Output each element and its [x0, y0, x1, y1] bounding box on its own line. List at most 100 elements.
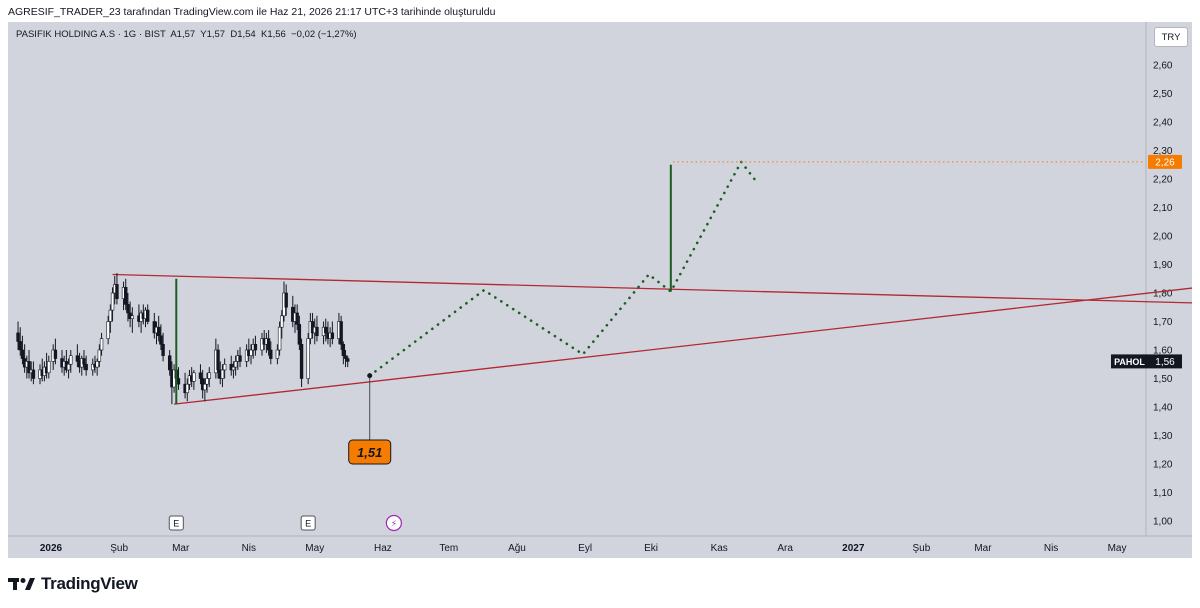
- candle-body: [299, 343, 304, 379]
- target-price-label-bg: [1148, 154, 1182, 169]
- y-tick-label: 2,60: [1153, 61, 1173, 72]
- candle-body: [284, 292, 288, 308]
- earnings-icon: E: [173, 519, 179, 529]
- candle-body: [75, 355, 80, 362]
- current-price-label-bg: [1148, 354, 1182, 369]
- annotation-box: [348, 439, 392, 465]
- y-tick-label: 1,50: [1153, 374, 1173, 385]
- candle-body: [108, 309, 113, 322]
- current-price-label: 1,56: [1155, 357, 1175, 368]
- candle-body: [27, 361, 31, 374]
- candle-body: [269, 349, 273, 359]
- candle-body: [339, 321, 343, 345]
- candle-body: [124, 286, 128, 305]
- annotation-anchor: [367, 373, 373, 379]
- x-tick-label: Şub: [110, 543, 128, 554]
- candle-body: [216, 349, 220, 371]
- earnings-icon: E: [305, 519, 311, 529]
- y-tick-label: 2,30: [1153, 146, 1173, 157]
- candle-body: [115, 284, 119, 300]
- attribution-text: AGRESIF_TRADER_23 tarafından TradingView…: [8, 6, 496, 18]
- symbol-info: PASIFIK HOLDING A.S · 1G · BIST A1,57 Y1…: [16, 29, 357, 40]
- projection-path: [368, 159, 756, 377]
- brand-name: TradingView: [41, 574, 138, 593]
- candle-body: [161, 343, 165, 356]
- candle-body: [18, 341, 22, 351]
- y-tick-label: 2,40: [1153, 118, 1173, 129]
- x-tick-label: 2026: [40, 543, 63, 554]
- y-tick-label: 2,50: [1153, 89, 1173, 100]
- candle-body: [47, 361, 51, 374]
- candle-body: [53, 349, 58, 359]
- candle-body: [31, 369, 36, 379]
- x-tick-label: Ara: [777, 543, 793, 554]
- earnings-icon-bg: [300, 515, 316, 531]
- candle-body: [249, 349, 253, 356]
- candle-body: [198, 372, 203, 379]
- candle-body: [343, 355, 348, 359]
- candle-body: [167, 355, 172, 371]
- symbol-tag-bg: [1111, 354, 1148, 369]
- annotation-label: 1,51: [357, 445, 382, 460]
- candle-body: [97, 349, 102, 362]
- candle-body: [157, 326, 161, 337]
- x-tick-label: Kas: [711, 543, 728, 554]
- trendline-lower-support: [174, 287, 1192, 405]
- y-tick-label: 1,60: [1153, 346, 1173, 357]
- y-tick-label: 2,00: [1153, 232, 1173, 243]
- candle-body: [306, 338, 310, 379]
- tradingview-logo[interactable]: TradingView: [8, 574, 138, 594]
- trendline-layer: [112, 273, 1192, 405]
- candle-body: [20, 349, 25, 359]
- candle-body: [253, 343, 258, 351]
- candle-body: [66, 363, 71, 371]
- chart-panel[interactable]: 2,60 2,50 2,40 2,30 2,20 2,10 2,00 1,90 1,80 1,70…: [8, 22, 1192, 558]
- candle-body: [84, 363, 88, 371]
- label-layer: 2,26 PAHOL 1,56 1,51 E E ⚡: [168, 154, 1182, 532]
- y-tick-label: 1,20: [1153, 460, 1173, 471]
- y-tick-label: 1,70: [1153, 317, 1173, 328]
- x-tick-label: Mar: [172, 543, 190, 554]
- candle-body: [341, 343, 346, 356]
- candle-layer: [16, 273, 350, 405]
- y-tick-label: 1,00: [1153, 517, 1173, 528]
- candle-body: [315, 326, 319, 337]
- earnings-icon-bg: [168, 515, 184, 531]
- candle-body: [220, 369, 225, 379]
- candle-body: [297, 324, 302, 345]
- dividend-icon: ⚡: [391, 520, 397, 530]
- y-tick-label: 1,90: [1153, 260, 1173, 271]
- candle-body: [130, 315, 135, 319]
- tradingview-logo-icon: [8, 578, 35, 590]
- chart-canvas[interactable]: 2,60 2,50 2,40 2,30 2,20 2,10 2,00 1,90 1,80 1,70…: [8, 22, 1192, 558]
- candle-body: [277, 326, 282, 351]
- x-tick-label: Eyl: [578, 543, 592, 554]
- y-tick-label: 1,40: [1153, 403, 1173, 414]
- x-tick-label: Mar: [974, 543, 992, 554]
- candle-body: [275, 349, 280, 359]
- candle-body: [295, 312, 299, 325]
- candle-body: [238, 355, 242, 362]
- x-tick-label: Tem: [439, 543, 458, 554]
- candle-body: [266, 338, 271, 351]
- target-price-label: 2,26: [1155, 157, 1175, 168]
- x-tick-label: Şub: [913, 543, 931, 554]
- candle-body: [126, 304, 130, 314]
- x-tick-label: Ağu: [508, 543, 526, 554]
- x-tick-label: Eki: [644, 543, 658, 554]
- candle-body: [280, 315, 284, 328]
- y-tick-label: 1,30: [1153, 431, 1173, 442]
- x-tick-label: 2027: [842, 543, 865, 554]
- y-tick-label: 1,80: [1153, 289, 1173, 300]
- candle-body: [69, 355, 73, 365]
- y-tick-label: 2,10: [1153, 203, 1173, 214]
- candle-body: [95, 361, 99, 368]
- candle-body: [110, 292, 115, 311]
- y-tick-label: 2,20: [1153, 175, 1173, 186]
- candle-body: [205, 378, 209, 385]
- candle-body: [324, 326, 328, 334]
- currency-button[interactable]: TRY: [1154, 27, 1188, 47]
- x-tick-label: Haz: [374, 543, 392, 554]
- candle-body: [231, 366, 236, 371]
- x-tick-label: May: [305, 543, 324, 554]
